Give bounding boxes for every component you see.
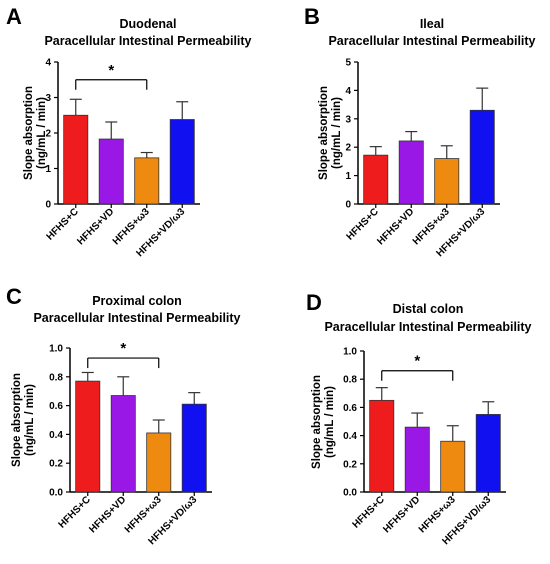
bar [440, 440, 466, 493]
y-tick-label: 0.4 [343, 431, 357, 442]
category-label: HFHS+C [57, 494, 93, 530]
y-tick-label: 0 [45, 200, 51, 211]
y-tick-label: 4 [345, 86, 351, 97]
y-tick-label: 1 [345, 171, 351, 182]
y-tick-label: 1 [45, 164, 51, 175]
y-axis-label-units: (ng/mL / min) [331, 97, 343, 169]
y-tick-label: 0.8 [49, 372, 63, 383]
panel-letter: B [304, 4, 320, 29]
y-tick-label: 1.0 [49, 344, 63, 355]
category-label: HFHS+C [45, 206, 81, 242]
y-axis-label: Slope absorption [318, 86, 330, 180]
chart-subtitle: Paracellular Intestinal Permeability [44, 34, 251, 48]
y-tick-label: 5 [345, 58, 351, 69]
bar [363, 154, 389, 205]
plot-area: 0.00.20.40.60.81.0HFHS+CHFHS+VDHFHS+ω3HF… [49, 340, 212, 547]
category-label: HFHS+VD [75, 206, 116, 247]
y-tick-label: 3 [345, 114, 351, 125]
y-tick-label: 1.0 [343, 347, 357, 358]
panel-letter: D [306, 290, 322, 315]
bar [134, 157, 160, 205]
bar [434, 158, 460, 205]
y-tick-label: 4 [45, 58, 51, 69]
bar [110, 395, 136, 493]
category-label: HFHS+C [345, 206, 381, 242]
chart-subtitle: Paracellular Intestinal Permeability [328, 34, 535, 48]
category-label: HFHS+VD [375, 206, 416, 247]
y-axis-label-units: (ng/mL / min) [324, 386, 336, 458]
y-tick-label: 0.4 [49, 430, 63, 441]
bar [63, 114, 89, 205]
y-tick-label: 0.6 [49, 401, 63, 412]
panel-b: B Ileal Paracellular Intestinal Permeabi… [304, 4, 536, 259]
significance-star: * [108, 62, 114, 79]
chart-subtitle: Paracellular Intestinal Permeability [324, 320, 531, 334]
bar [98, 138, 124, 205]
chart-title: Ileal [420, 17, 444, 31]
panel-letter: A [6, 4, 22, 29]
panel-c: C Proximal colon Paracellular Intestinal… [6, 284, 241, 547]
bar [398, 140, 424, 205]
bar [369, 399, 395, 493]
significance-star: * [414, 353, 420, 370]
bar [169, 119, 195, 205]
panel-a: A Duodenal Paracellular Intestinal Perme… [6, 4, 252, 259]
plot-area: 0.00.20.40.60.81.0HFHS+CHFHS+VDHFHS+ω3HF… [343, 347, 506, 547]
bar [181, 403, 207, 493]
y-axis-label: Slope absorption [11, 373, 23, 467]
y-tick-label: 2 [45, 129, 51, 140]
y-tick-label: 0.0 [49, 488, 63, 499]
significance-star: * [120, 340, 126, 357]
chart-title: Proximal colon [92, 294, 182, 308]
y-tick-label: 0.2 [343, 459, 357, 470]
bar [146, 432, 172, 493]
bar [404, 426, 430, 493]
y-tick-label: 0.6 [343, 403, 357, 414]
bar [475, 414, 501, 493]
category-label: HFHS+C [351, 494, 387, 530]
y-axis-label-units: (ng/mL / min) [36, 97, 48, 169]
y-axis-label-units: (ng/mL / min) [24, 384, 36, 456]
bar [75, 380, 101, 493]
chart-title: Distal colon [393, 302, 464, 316]
y-tick-label: 0.0 [343, 488, 357, 499]
category-label: HFHS+VD [87, 494, 128, 535]
y-axis-label: Slope absorption [23, 86, 35, 180]
bar [469, 109, 495, 205]
y-tick-label: 0 [345, 200, 351, 211]
y-tick-label: 2 [345, 143, 351, 154]
panel-letter: C [6, 284, 22, 309]
y-axis-label: Slope absorption [311, 375, 323, 469]
y-tick-label: 0.8 [343, 375, 357, 386]
y-tick-label: 3 [45, 93, 51, 104]
panel-d: D Distal colon Paracellular Intestinal P… [306, 290, 532, 547]
y-tick-label: 0.2 [49, 459, 63, 470]
category-label: HFHS+VD [381, 494, 422, 535]
chart-subtitle: Paracellular Intestinal Permeability [33, 311, 240, 325]
chart-title: Duodenal [120, 17, 177, 31]
